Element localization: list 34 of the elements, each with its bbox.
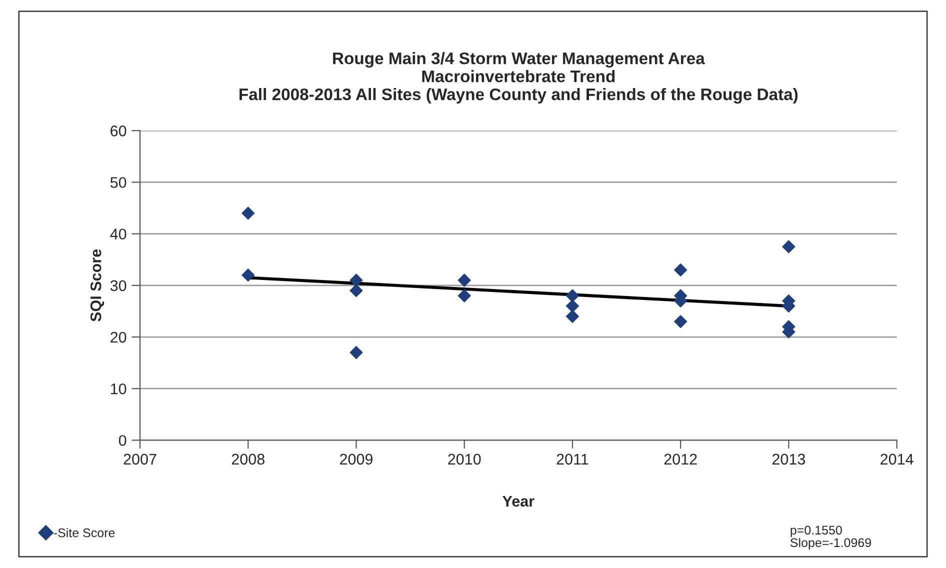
x-tick-label: 2009	[340, 454, 373, 465]
point	[566, 310, 580, 323]
legend-label: -Site Score	[54, 528, 115, 538]
x-tick-label: 2010	[448, 454, 481, 465]
point	[242, 268, 255, 282]
y-tick-label: 40	[110, 228, 126, 240]
x-tick-label: 2011	[556, 454, 588, 465]
x-tick-label: 2012	[664, 454, 697, 465]
point	[350, 346, 363, 360]
chart-title: Rouge Main 3/4 Storm Water Management Area Macroinvertebrate Trend Fall 2008-2013 All Sites (Wayne County and Friends of the Rouge Data)	[240, 52, 798, 104]
y-tick-label: 0	[118, 435, 126, 446]
point	[674, 263, 688, 277]
x-tick-label: 2014	[880, 454, 914, 465]
point	[350, 274, 363, 287]
point	[458, 274, 471, 287]
x-tick-label: 2013	[772, 454, 806, 465]
point	[566, 299, 580, 313]
x-tick-label: 2007	[124, 454, 156, 465]
y-tick-label: 10	[110, 383, 126, 394]
y-tick-label: 20	[110, 332, 126, 343]
text: Slope=-1.0969	[790, 538, 871, 550]
y-tick-label: 60	[110, 126, 126, 136]
point	[674, 314, 688, 328]
x-tick-label: 2008	[232, 454, 264, 465]
point	[458, 289, 471, 302]
y-axis-title: SQI Score	[90, 249, 104, 322]
point	[350, 284, 363, 298]
x-axis-title: Year	[502, 496, 534, 507]
y-tick-label: 50	[110, 177, 126, 188]
point	[566, 289, 580, 302]
y-tick-label: 30	[110, 280, 126, 292]
text: p=0.1550	[790, 526, 842, 538]
point	[242, 206, 255, 220]
point	[782, 240, 796, 254]
